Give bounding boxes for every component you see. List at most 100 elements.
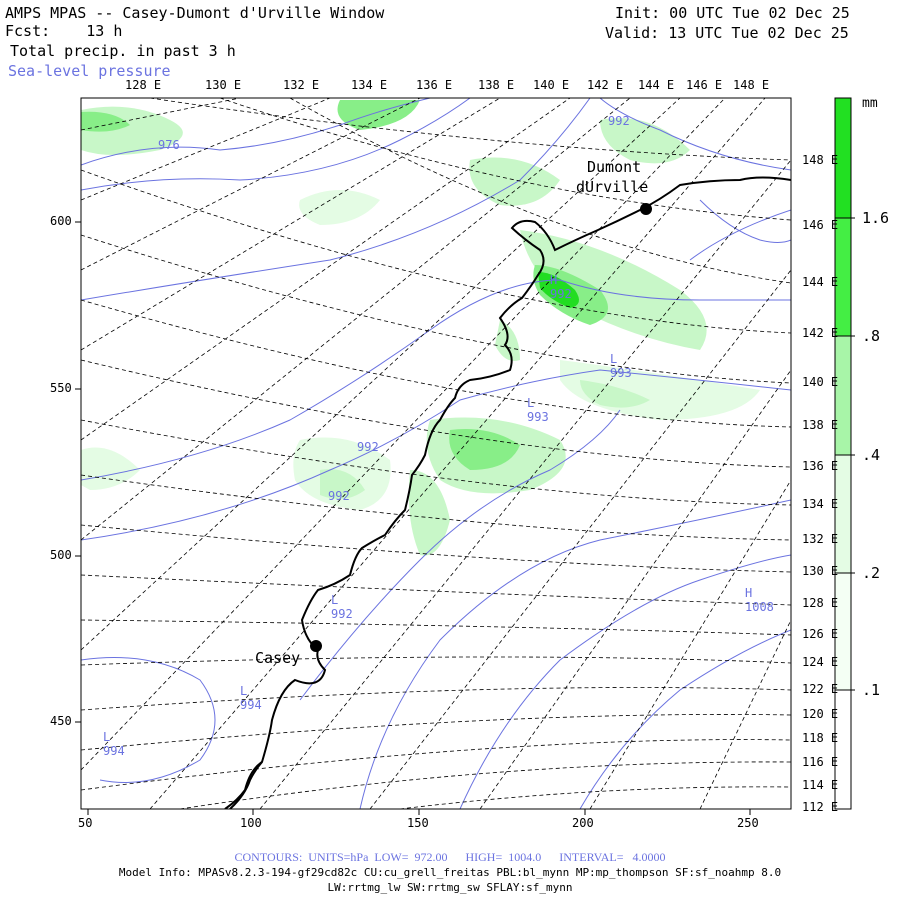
right-lon-label: 132 E bbox=[802, 532, 839, 546]
x-axis-label: 250 bbox=[737, 816, 759, 830]
grid-line bbox=[219, 98, 791, 221]
isobar bbox=[81, 279, 791, 481]
isobar bbox=[81, 98, 431, 166]
precip-area bbox=[469, 157, 560, 206]
top-lon-label: 140 E bbox=[533, 78, 570, 92]
right-lon-label: 126 E bbox=[802, 627, 839, 641]
right-lon-label: 124 E bbox=[802, 655, 839, 669]
grid-line bbox=[81, 524, 791, 573]
right-lon-label: 118 E bbox=[802, 731, 839, 745]
right-lon-label: 120 E bbox=[802, 707, 839, 721]
colorbar-label: .2 bbox=[862, 564, 881, 582]
colorbar bbox=[834, 97, 855, 810]
precip-area bbox=[337, 100, 420, 130]
grid-line bbox=[589, 479, 791, 809]
isobar bbox=[81, 369, 791, 541]
contour-info: CONTOURS: UNITS=hPa LOW= 972.00 HIGH= 10… bbox=[234, 850, 666, 864]
grid-line bbox=[81, 687, 791, 711]
pressure-label-low: L 994 bbox=[240, 684, 262, 712]
init-time: Init: 00 UTC Tue 02 Dec 25 bbox=[615, 4, 850, 22]
right-lon-label: 144 E bbox=[802, 275, 839, 289]
colorbar-label: 1.6 bbox=[862, 209, 890, 227]
colorbar-bin bbox=[835, 218, 851, 336]
physics-info: LW:rrtmg_lw SW:rrtmg_sw SFLAY:sf_mynn bbox=[327, 881, 573, 894]
colorbar-label: .4 bbox=[862, 446, 881, 464]
y-axis-label: 450 bbox=[50, 714, 72, 728]
isobar bbox=[359, 499, 791, 809]
right-lon-label: 130 E bbox=[802, 564, 839, 578]
pressure-label: 992 bbox=[608, 114, 630, 128]
grid-line bbox=[81, 656, 791, 666]
grid-line bbox=[81, 234, 791, 384]
right-lon-label: 112 E bbox=[802, 800, 839, 814]
precip-area bbox=[600, 118, 690, 164]
grid-line bbox=[479, 369, 791, 809]
pressure-contours bbox=[81, 98, 791, 809]
isobar bbox=[299, 409, 621, 701]
field-name: Total precip. in past 3 h bbox=[10, 42, 236, 60]
precip-area bbox=[408, 470, 450, 556]
grid-line bbox=[149, 98, 791, 161]
top-lon-label: 136 E bbox=[416, 78, 453, 92]
top-lon-label: 148 E bbox=[733, 78, 770, 92]
isobar bbox=[459, 554, 791, 809]
pressure-label-low: L 992 bbox=[331, 593, 353, 621]
right-lon-label: 136 E bbox=[802, 459, 839, 473]
station-dumont-durville-marker[interactable] bbox=[640, 203, 652, 215]
grid-line bbox=[81, 98, 631, 541]
grid-line bbox=[149, 98, 766, 809]
right-lon-label: 142 E bbox=[802, 326, 839, 340]
isobar bbox=[689, 209, 791, 261]
isobar bbox=[81, 657, 216, 783]
top-lon-label: 134 E bbox=[351, 78, 388, 92]
station-dumont-durville-label-2: dUrville bbox=[576, 178, 649, 196]
isobar bbox=[699, 199, 791, 243]
precip-area bbox=[299, 190, 380, 225]
coastline bbox=[224, 761, 263, 809]
grid-line bbox=[81, 299, 791, 428]
isobar bbox=[599, 98, 791, 171]
y-axis-label: 600 bbox=[50, 214, 72, 228]
right-lon-label: 140 E bbox=[802, 375, 839, 389]
valid-time: Valid: 13 UTC Tue 02 Dec 25 bbox=[605, 24, 849, 42]
pressure-label: 992 bbox=[328, 489, 350, 503]
grid-line bbox=[81, 98, 571, 441]
top-lon-label: 128 E bbox=[125, 78, 162, 92]
grid-line bbox=[81, 574, 791, 606]
pressure-label-low: L 993 bbox=[610, 352, 632, 380]
top-lon-label: 142 E bbox=[587, 78, 624, 92]
model-info: Model Info: MPASv8.2.3-194-gf29cd82c CU:… bbox=[118, 866, 782, 879]
right-lon-label: 138 E bbox=[802, 418, 839, 432]
colorbar-bin bbox=[835, 573, 851, 690]
right-lon-label: 148 E bbox=[802, 153, 839, 167]
axis-ticks bbox=[75, 221, 751, 815]
precip-area bbox=[538, 272, 579, 308]
colorbar-label: .1 bbox=[862, 681, 881, 699]
precip-area bbox=[320, 469, 365, 499]
grid-line bbox=[289, 98, 791, 284]
pressure-label-high: H 992 bbox=[550, 273, 572, 301]
grid-line bbox=[81, 419, 791, 506]
x-axis-label: 200 bbox=[572, 816, 594, 830]
station-dumont-durville-label: Dumont bbox=[587, 158, 642, 176]
colorbar-bin bbox=[835, 690, 851, 809]
grid-line bbox=[81, 359, 791, 468]
colorbar-bin bbox=[835, 336, 851, 455]
grid-line bbox=[81, 714, 791, 751]
top-lon-label: 130 E bbox=[205, 78, 242, 92]
grid-line bbox=[81, 98, 726, 771]
grid-line bbox=[81, 98, 681, 651]
y-axis-label: 500 bbox=[50, 548, 72, 562]
grid-line bbox=[81, 619, 791, 636]
grid-line bbox=[81, 98, 331, 201]
right-lon-label: 114 E bbox=[802, 778, 839, 792]
station-casey-label: Casey bbox=[255, 649, 301, 667]
grid-line bbox=[81, 739, 791, 791]
forecast-hour: Fcst: 13 h bbox=[5, 22, 123, 40]
right-lon-label: 122 E bbox=[802, 682, 839, 696]
precip-area bbox=[81, 447, 140, 490]
latlon-grid bbox=[81, 98, 791, 809]
grid-line bbox=[81, 98, 421, 271]
station-casey-marker[interactable] bbox=[310, 640, 322, 652]
